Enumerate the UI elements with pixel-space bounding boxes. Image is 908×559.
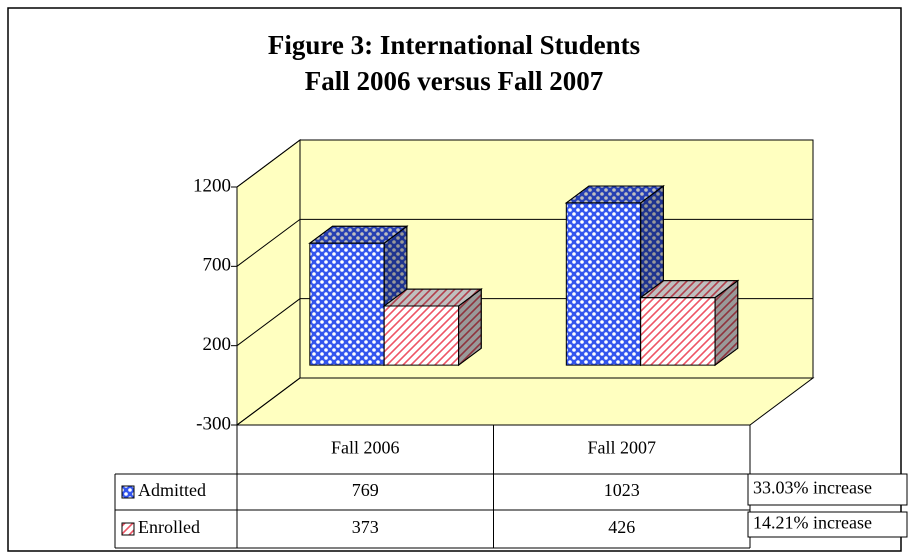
bar-top-shade — [382, 288, 483, 307]
table-value: 769 — [352, 480, 379, 500]
chart-subtitle: Fall 2006 versus Fall 2007 — [305, 66, 604, 96]
table-value: 373 — [352, 517, 379, 537]
chart-title: Figure 3: International Students — [268, 30, 640, 60]
annotation: 14.21% increase — [753, 513, 872, 533]
y-tick-label: 700 — [203, 255, 232, 276]
legend-swatch — [121, 485, 135, 499]
grid-line — [236, 139, 813, 188]
y-tick-label: -300 — [196, 413, 231, 434]
legend-label: Enrolled — [138, 517, 200, 537]
y-tick-label: 200 — [203, 334, 232, 355]
legend-swatch — [121, 522, 135, 536]
x-tick-label: Fall 2007 — [587, 438, 656, 458]
x-tick-label: Fall 2006 — [331, 438, 400, 458]
bar-front — [309, 242, 385, 366]
bar-top-shade — [564, 185, 665, 204]
legend-label: Admitted — [138, 480, 206, 500]
bar-top-shade — [308, 225, 409, 244]
bar-front — [383, 305, 460, 366]
bar-front — [565, 202, 642, 366]
table-value: 426 — [608, 517, 635, 537]
side-wall — [236, 139, 301, 426]
bar — [639, 279, 740, 367]
annotation-box — [747, 473, 908, 506]
floor — [235, 377, 815, 426]
y-tick-label: 1200 — [193, 175, 231, 196]
annotation-box — [747, 511, 908, 538]
bar — [382, 288, 483, 367]
bar-front — [640, 297, 716, 366]
table-value: 1023 — [604, 480, 640, 500]
annotation: 33.03% increase — [753, 478, 872, 498]
grid-line — [236, 377, 813, 426]
bar-top-shade — [639, 280, 740, 299]
